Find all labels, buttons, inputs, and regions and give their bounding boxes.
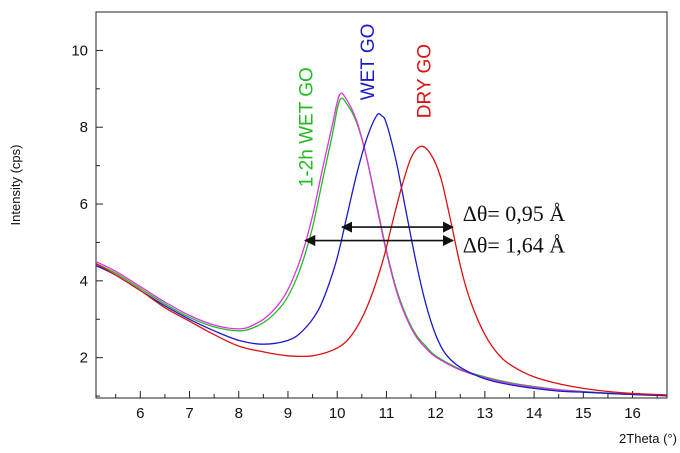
x-tick-label: 15 — [575, 405, 592, 422]
plot-frame — [95, 11, 668, 399]
x-axis-label: 2Theta (°) — [619, 431, 677, 446]
series-annotation-label: WET GO — [358, 24, 379, 101]
y-tick-label: 8 — [80, 119, 88, 136]
series-layer — [95, 92, 668, 397]
x-tick-label: 10 — [329, 405, 346, 422]
x-tick-label: 8 — [235, 405, 243, 422]
y-tick-label: 6 — [80, 196, 88, 213]
x-tick-label: 12 — [427, 405, 444, 422]
axes: 6 7 8 9 10 11 12 13 14 15 16 2 4 6 8 10 — [71, 11, 668, 422]
x-tick-label: 11 — [379, 405, 395, 422]
x-tick-label: 14 — [526, 405, 543, 422]
annotation-layer: 1-2h WET GO WET GO DRY GO Δθ= 0,95 Å Δθ= 1,6… — [297, 24, 566, 258]
series-line-wet-go — [95, 113, 668, 397]
x-tick-label: 6 — [136, 405, 144, 422]
y-axis-label: Intensity (cps) — [8, 145, 23, 226]
series-line-1-2h-wet-go-repeat — [95, 92, 668, 397]
y-tick-label: 10 — [71, 42, 88, 59]
delta-label: Δθ= 0,95 Å — [463, 201, 566, 226]
y-tick-label: 2 — [80, 350, 88, 367]
x-tick-label: 7 — [185, 405, 193, 422]
y-tick-label: 4 — [80, 273, 88, 290]
series-line-1-2h-wet-go — [95, 97, 668, 396]
x-tick-label: 13 — [477, 405, 494, 422]
series-line-dry-go — [95, 145, 668, 396]
x-tick-label: 16 — [624, 405, 641, 422]
x-tick-label: 9 — [284, 405, 292, 422]
series-annotation-label: DRY GO — [415, 44, 436, 118]
delta-label: Δθ= 1,64 Å — [463, 233, 566, 258]
series-annotation-label: 1-2h WET GO — [297, 67, 318, 187]
